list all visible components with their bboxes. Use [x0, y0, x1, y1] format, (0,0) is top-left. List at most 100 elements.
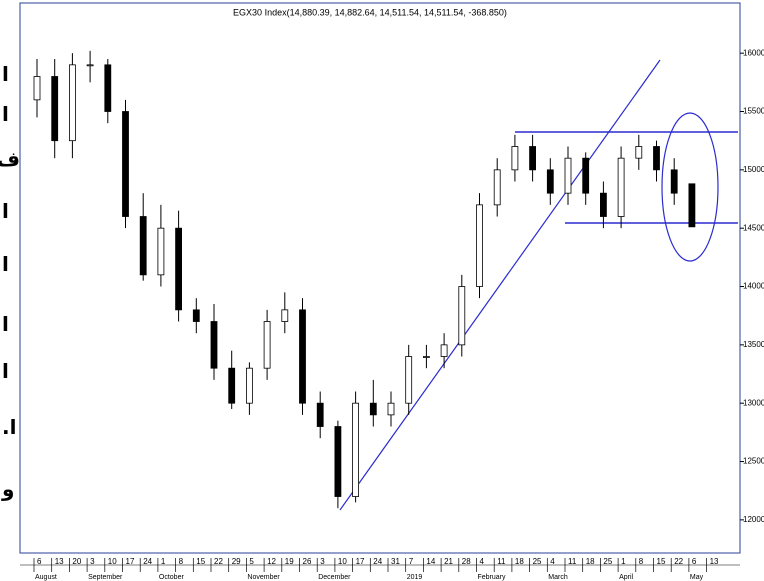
- candle-body: [635, 146, 643, 159]
- month-label: September: [88, 574, 123, 581]
- candle-body: [493, 169, 501, 206]
- x-tick-label: 12: [267, 557, 276, 566]
- candle-body: [245, 367, 253, 404]
- side-text: ف: [0, 147, 20, 171]
- x-tick-label: 8: [179, 557, 184, 566]
- x-tick-label: 5: [249, 557, 254, 566]
- trend-line: [339, 59, 661, 511]
- month-label: November: [247, 574, 280, 581]
- x-tick-label: 18: [586, 557, 595, 566]
- candle-body: [33, 76, 41, 101]
- x-tick-label: 22: [214, 557, 223, 566]
- x-tick-label: 3: [320, 557, 325, 566]
- x-tick-label: 25: [603, 557, 612, 566]
- x-tick-label: 10: [108, 557, 117, 566]
- month-label: April: [619, 574, 633, 581]
- x-tick-label: 14: [426, 557, 435, 566]
- candle-body: [281, 309, 289, 322]
- candle-body: [511, 146, 519, 171]
- x-tick-label: 3: [90, 557, 95, 566]
- month-label: May: [690, 574, 704, 581]
- x-tick-label: 11: [568, 557, 577, 566]
- x-tick-label: 6: [37, 557, 42, 566]
- candle-body: [139, 216, 147, 276]
- candle-body: [387, 402, 395, 416]
- x-tick-label: 15: [196, 557, 205, 566]
- candle-body: [192, 309, 200, 322]
- y-tick-label: 14000: [743, 282, 764, 291]
- y-tick-label: 12000: [743, 515, 764, 524]
- x-tick-label: 6: [692, 557, 697, 566]
- x-tick-label: 29: [232, 557, 241, 566]
- candle-body: [688, 183, 696, 228]
- candle-body: [69, 64, 76, 142]
- x-tick-label: 4: [550, 557, 555, 566]
- month-label: August: [35, 574, 57, 581]
- candle-body: [617, 157, 625, 217]
- side-text: و: [2, 477, 15, 501]
- month-label: February: [478, 574, 507, 581]
- candle-body: [582, 157, 590, 194]
- candle-body: [334, 426, 342, 497]
- x-tick-label: 26: [303, 557, 312, 566]
- x-tick-label: 11: [497, 557, 506, 566]
- x-tick-label: 4: [480, 557, 485, 566]
- month-label: December: [318, 574, 351, 581]
- x-tick-label: 25: [533, 557, 542, 566]
- side-text: ا: [2, 102, 9, 126]
- y-tick-label: 15500: [743, 107, 764, 116]
- x-tick-label: 17: [356, 557, 365, 566]
- candle-body: [476, 204, 483, 287]
- x-tick-label: 7: [409, 557, 414, 566]
- x-tick-label: 13: [55, 557, 64, 566]
- month-label: 2019: [407, 574, 423, 581]
- x-tick-label: 1: [621, 557, 626, 566]
- candle-body: [228, 367, 236, 404]
- side-text: ا: [2, 62, 9, 86]
- x-tick-label: 13: [710, 557, 719, 566]
- chart-title: EGX30 Index(14,880.39, 14,882.64, 14,511…: [233, 7, 507, 17]
- x-tick-label: 1: [161, 557, 166, 566]
- candle-body: [352, 402, 360, 497]
- x-tick-label: 24: [373, 557, 382, 566]
- x-tick-label: 24: [143, 557, 152, 566]
- candle-body: [546, 169, 554, 194]
- candle-body: [175, 227, 183, 311]
- y-tick-label: 13500: [743, 340, 764, 349]
- candle-body: [263, 321, 271, 369]
- candle-body: [458, 286, 466, 346]
- y-tick-label: 13000: [743, 398, 764, 407]
- candle-body: [653, 146, 660, 171]
- month-label: March: [548, 574, 568, 581]
- month-label: October: [159, 574, 185, 581]
- candle-body: [670, 169, 678, 194]
- plot-frame: [19, 2, 741, 554]
- y-tick-label: 16000: [743, 48, 764, 57]
- x-tick-label: 17: [126, 557, 135, 566]
- y-tick-label: 14500: [743, 223, 764, 232]
- candle-body: [104, 64, 112, 112]
- x-tick-label: 21: [444, 557, 453, 566]
- y-tick-label: 15000: [743, 165, 764, 174]
- x-tick-label: 8: [639, 557, 644, 566]
- side-text: ا: [2, 199, 9, 223]
- candle-body: [86, 64, 94, 67]
- candle-body: [157, 227, 165, 276]
- candle-body: [422, 356, 430, 358]
- candle-body: [210, 321, 218, 369]
- candle-body: [369, 402, 377, 416]
- y-tick-label: 12500: [743, 457, 764, 466]
- highlight-ellipse: [661, 112, 719, 262]
- side-text: ا: [2, 252, 9, 276]
- candle-body: [122, 111, 129, 217]
- candle-body: [440, 344, 448, 357]
- candle-body: [564, 157, 572, 194]
- candle-body: [600, 192, 607, 217]
- x-tick-label: 15: [657, 557, 666, 566]
- x-tick-label: 10: [338, 557, 347, 566]
- candle-body: [299, 309, 306, 404]
- candle-body: [51, 76, 59, 142]
- candle-body: [316, 402, 324, 427]
